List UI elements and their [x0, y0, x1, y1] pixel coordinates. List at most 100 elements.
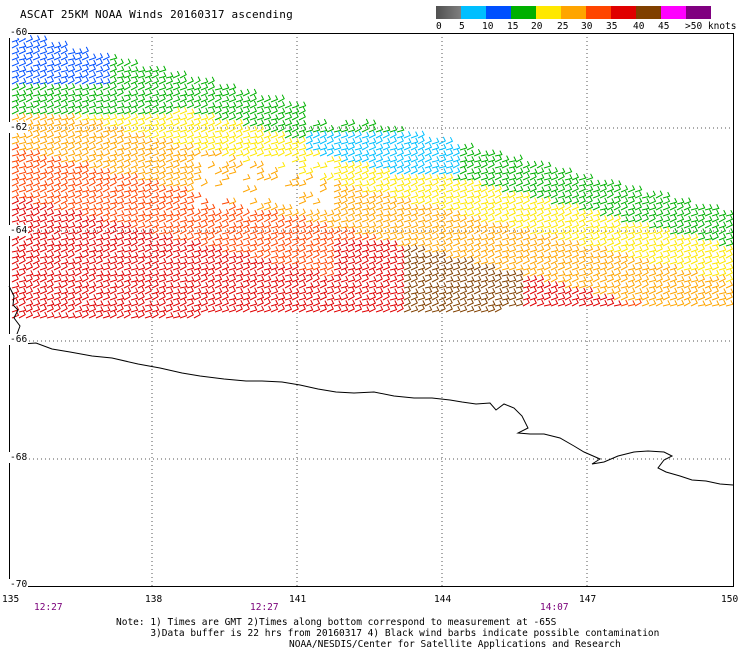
wind-barb [578, 227, 587, 235]
wind-barb [242, 106, 251, 115]
wind-barb [333, 185, 342, 193]
wind-barb [410, 173, 419, 181]
wind-barb [431, 298, 440, 307]
wind-barb [340, 246, 349, 253]
wind-barb [151, 226, 159, 235]
wind-barb [53, 52, 62, 61]
wind-barb [179, 233, 188, 241]
wind-barb [221, 245, 230, 253]
wind-barb [151, 70, 159, 79]
wind-barb [60, 161, 69, 169]
wind-barb [704, 215, 713, 223]
wind-barb [711, 244, 719, 253]
wind-barb [270, 172, 279, 181]
wind-barb [200, 269, 209, 277]
wind-barb [32, 53, 41, 61]
wind-barb [102, 300, 111, 307]
wind-barb [655, 294, 664, 301]
wind-barb [375, 172, 383, 181]
wind-barb [144, 89, 153, 97]
wind-barb [291, 148, 300, 157]
wind-barb [165, 131, 174, 139]
legend-swatch-0 [436, 6, 461, 19]
wind-barb [648, 209, 657, 217]
wind-barb [18, 42, 27, 49]
wind-barb [396, 299, 405, 307]
wind-barb [88, 119, 97, 127]
wind-barb [109, 124, 118, 133]
wind-barb [186, 119, 195, 127]
wind-barb [305, 215, 314, 223]
wind-barb [137, 161, 146, 169]
wind-barb [102, 178, 110, 187]
wind-barb [186, 95, 195, 103]
longitude-label: 138 [145, 594, 163, 605]
wind-barb [165, 167, 174, 175]
wind-barb [473, 208, 482, 217]
wind-barb [95, 136, 103, 145]
wind-barb [67, 180, 76, 187]
wind-barb [207, 118, 216, 127]
wind-barb [46, 215, 55, 223]
wind-barb [599, 184, 607, 193]
wind-barb [368, 221, 377, 229]
wind-barb [445, 269, 454, 277]
wind-barb [683, 293, 692, 301]
wind-barb [697, 244, 705, 253]
wind-barb [690, 239, 699, 247]
wind-barb [179, 203, 188, 211]
wind-barb [137, 66, 146, 73]
wind-barb [627, 269, 636, 277]
wind-barb [32, 173, 41, 181]
wind-barb [340, 263, 349, 271]
wind-barb [501, 192, 510, 199]
wind-barb [662, 281, 671, 289]
wind-barb [18, 154, 26, 163]
wind-barb [18, 276, 27, 283]
wind-barb [704, 292, 713, 301]
wind-barb [375, 227, 384, 235]
wind-barb [158, 234, 167, 241]
wind-barb [242, 299, 251, 307]
wind-barb [144, 130, 152, 139]
wind-barb [214, 226, 222, 235]
wind-barb [571, 281, 580, 289]
wind-barb [277, 148, 285, 157]
wind-barb [508, 233, 517, 241]
wind-barb [256, 143, 265, 151]
wind-barb [557, 288, 566, 295]
wind-barb [340, 268, 348, 277]
wind-barb [277, 119, 286, 127]
wind-barb [249, 280, 257, 289]
wind-barb [354, 149, 363, 157]
wind-barb [606, 234, 615, 241]
wind-barb [88, 154, 97, 163]
wind-barb [683, 257, 692, 265]
wind-barb [389, 233, 398, 241]
wind-barb [109, 299, 118, 307]
wind-barb [319, 292, 328, 301]
wind-barb [704, 246, 713, 253]
wind-barb [151, 185, 160, 193]
wind-barb [67, 48, 76, 55]
wind-barb [508, 203, 517, 211]
wind-barb [445, 208, 453, 217]
wind-barb [95, 184, 103, 193]
wind-barb [95, 281, 104, 289]
wind-barb [214, 287, 223, 295]
wind-barb [396, 214, 404, 223]
wind-barb [39, 299, 48, 307]
wind-barb [606, 282, 615, 289]
wind-barb [417, 209, 426, 217]
wind-barb [389, 161, 398, 169]
wind-barb [389, 215, 398, 223]
wind-barb [88, 274, 96, 283]
wind-barb [648, 197, 657, 205]
wind-barb [74, 65, 83, 73]
wind-barb [263, 94, 272, 103]
wind-barb [39, 198, 48, 205]
wind-barb [144, 156, 153, 163]
wind-barb [60, 52, 68, 61]
wind-barb [690, 220, 699, 229]
wind-barb [60, 251, 69, 259]
